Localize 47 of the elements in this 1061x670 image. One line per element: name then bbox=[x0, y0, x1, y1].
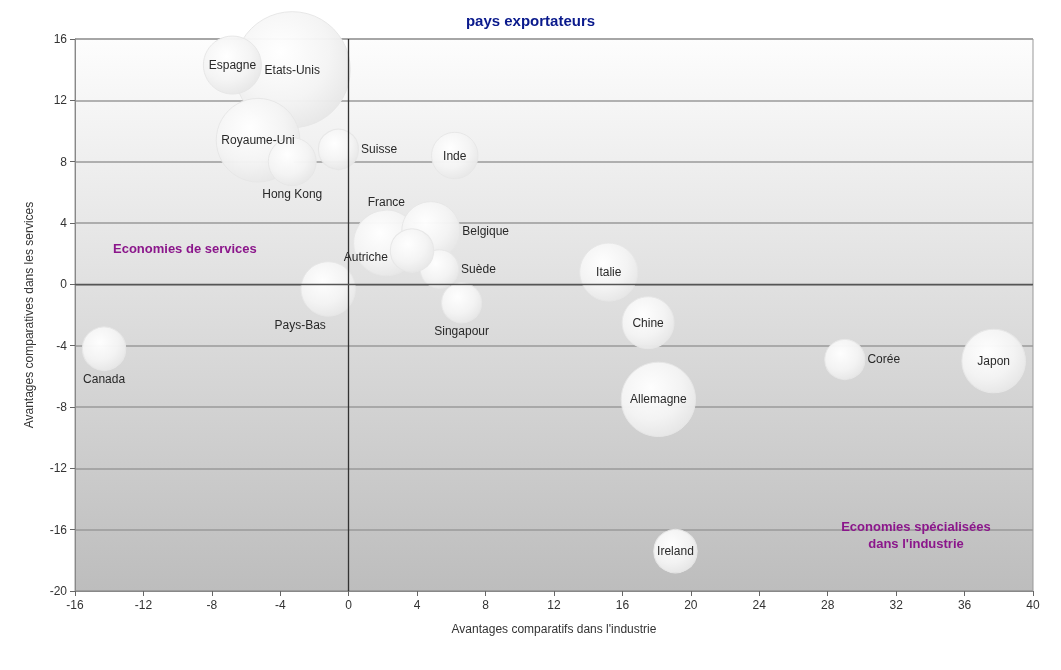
series-label: Ireland bbox=[657, 544, 694, 559]
x-tick-label: 20 bbox=[684, 598, 698, 612]
series-label: Etats-Unis bbox=[264, 62, 320, 77]
series-label: Pays-Bas bbox=[274, 317, 326, 332]
x-tick-label: 40 bbox=[1026, 598, 1040, 612]
series-label: Espagne bbox=[208, 58, 257, 73]
y-tick-label: 12 bbox=[53, 93, 68, 108]
series-label: Allemagne bbox=[630, 392, 688, 407]
x-tick-label: 28 bbox=[821, 598, 835, 612]
series-label: Hong Kong bbox=[262, 187, 323, 202]
x-tick-label: -8 bbox=[206, 598, 218, 612]
y-tick-label: -12 bbox=[49, 461, 68, 476]
x-tick-label: -4 bbox=[274, 598, 286, 612]
x-tick-label: 24 bbox=[752, 598, 767, 612]
annotation: Economies de services bbox=[113, 241, 257, 256]
chart-title: pays exportateurs bbox=[465, 12, 596, 29]
y-tick-label: 4 bbox=[60, 216, 68, 230]
series-label: Italie bbox=[596, 265, 622, 280]
series-label: Japon bbox=[977, 354, 1011, 368]
x-tick-label: 36 bbox=[957, 598, 972, 612]
y-tick-label: -4 bbox=[56, 338, 68, 353]
series-label: Suisse bbox=[361, 142, 398, 157]
x-axis-title: Avantages comparatifs dans l'industrie bbox=[451, 622, 657, 636]
y-tick-label: 8 bbox=[60, 154, 68, 169]
x-tick-label: 12 bbox=[547, 598, 561, 612]
series-label: Corée bbox=[867, 352, 901, 367]
x-tick-label: -12 bbox=[134, 598, 153, 612]
x-tick-label: 8 bbox=[482, 598, 490, 612]
y-tick-label: 16 bbox=[53, 32, 68, 46]
y-axis-title: Avantages comparatives dans les services bbox=[22, 201, 36, 429]
series-label: Chine bbox=[632, 315, 665, 330]
y-tick-label: 0 bbox=[60, 277, 68, 292]
series-label: France bbox=[367, 194, 406, 209]
y-tick-label: -8 bbox=[56, 400, 68, 414]
series-label: Royaume-Uni bbox=[221, 133, 295, 148]
y-tick-label: -16 bbox=[49, 522, 68, 537]
series-label: Inde bbox=[443, 148, 467, 163]
series-label: Singapour bbox=[434, 324, 489, 339]
y-tick-label: -20 bbox=[49, 584, 68, 598]
annotation: Economies spécialisées dans l'industrie bbox=[841, 519, 991, 551]
x-tick-label: 4 bbox=[413, 598, 421, 612]
series-label: Suède bbox=[461, 262, 497, 276]
x-tick-label: 32 bbox=[889, 598, 904, 612]
series-label: Canada bbox=[83, 371, 126, 386]
x-tick-label: 16 bbox=[615, 598, 630, 612]
series-label: Belgique bbox=[462, 223, 510, 238]
x-tick-label: 0 bbox=[345, 598, 353, 612]
